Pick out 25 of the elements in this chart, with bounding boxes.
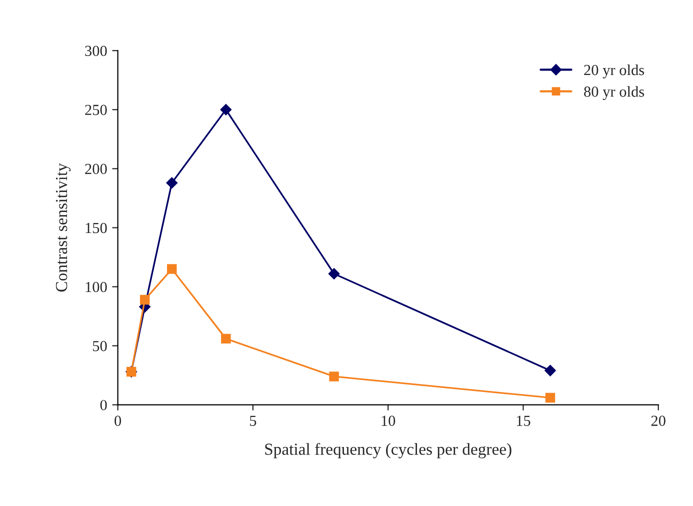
y-tick-label: 150: [86, 222, 107, 234]
x-axis-title: Spatial frequency (cycles per degree): [265, 442, 512, 458]
point: [544, 364, 556, 376]
x-tick-label: 0: [114, 416, 122, 426]
x-tick-label: 15: [516, 416, 530, 426]
point: [545, 392, 556, 403]
point: [328, 268, 340, 280]
x-tick-label: 20: [651, 416, 666, 426]
x-tick-label: 5: [250, 416, 256, 426]
point: [167, 264, 177, 274]
legend-label: 20 yr olds: [584, 64, 644, 78]
y-axis-title: Contrast sensitivity: [56, 163, 71, 292]
y-tick-label: 300: [85, 46, 107, 56]
x-tick-label: 10: [382, 416, 396, 426]
legend-label: 80 yr olds: [584, 86, 644, 100]
point: [221, 334, 231, 344]
point: [140, 294, 150, 305]
point: [220, 104, 232, 116]
y-tick-label: 250: [85, 104, 107, 116]
point: [329, 372, 339, 382]
y-tick-label: 0: [100, 400, 107, 410]
point: [166, 177, 178, 188]
y-tick-label: 50: [93, 340, 107, 352]
y-tick-label: 100: [86, 282, 107, 292]
y-tick-label: 200: [85, 164, 107, 174]
